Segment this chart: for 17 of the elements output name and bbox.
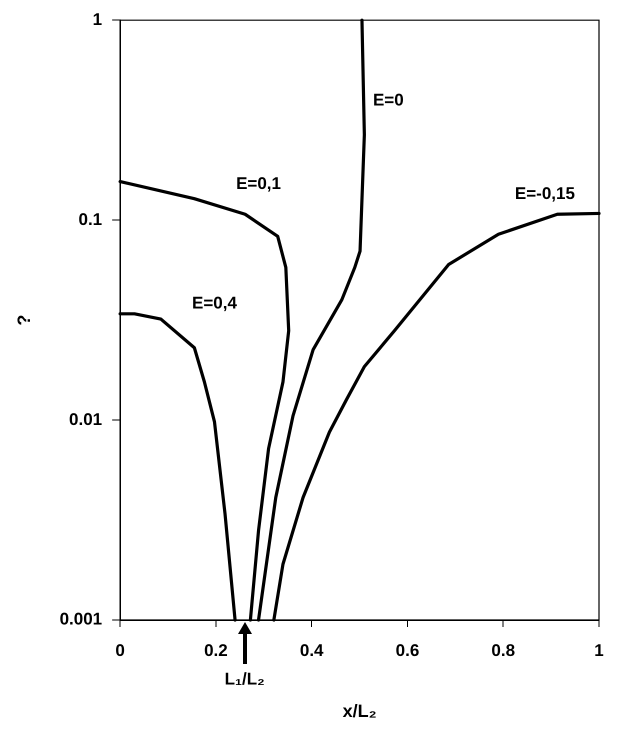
series-label: E=0 [372, 90, 404, 110]
y-tick-label: 1 [92, 10, 102, 29]
x-tick-label: 0 [115, 640, 125, 660]
series-label: E=-0,15 [514, 184, 575, 203]
y-tick-label: 0.01 [69, 410, 102, 429]
x-tick-label: 0.4 [300, 640, 324, 660]
x-tick-label: 0.2 [204, 640, 228, 660]
y-tick-label: 0.1 [78, 210, 102, 229]
y-axis-title: ? [14, 314, 34, 326]
series-label: E=0,1 [236, 174, 281, 194]
text: L₁/L₂ [224, 670, 265, 689]
series-label: E=0,4 [192, 294, 238, 313]
x-axis-title: x/L₂ [342, 701, 377, 722]
y-tick-label: 0.001 [60, 610, 102, 629]
x-tick-label: 1 [594, 640, 604, 660]
x-tick-label: 0.8 [491, 640, 516, 660]
x-tick-label: 0.6 [396, 640, 420, 660]
